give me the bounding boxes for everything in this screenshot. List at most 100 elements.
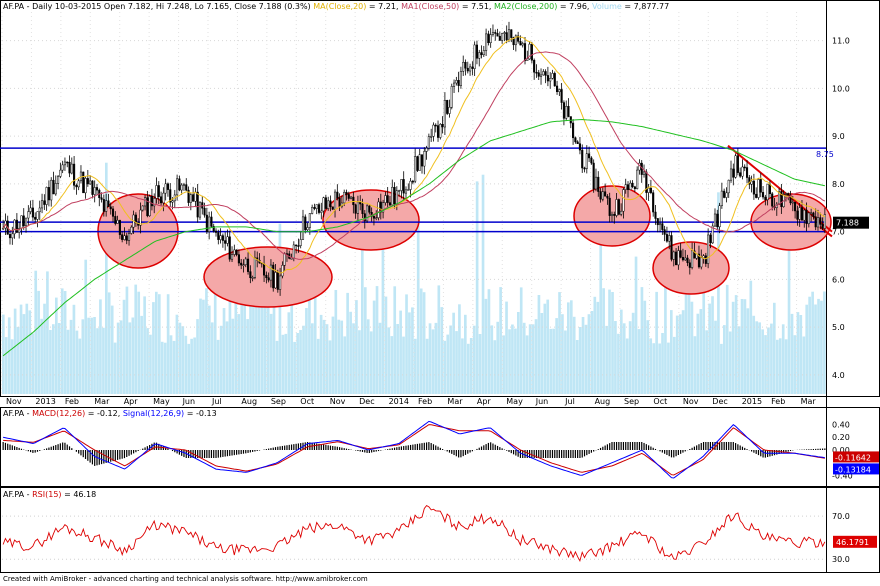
candle-body bbox=[31, 207, 34, 218]
volume-bar bbox=[16, 326, 20, 394]
candle-body bbox=[189, 194, 192, 203]
volume-bar bbox=[534, 319, 538, 394]
volume-bar bbox=[178, 322, 182, 394]
rsi-symbol: AF.PA bbox=[3, 490, 25, 499]
candle-body bbox=[821, 224, 824, 229]
volume-bar bbox=[584, 324, 588, 394]
volume-bar bbox=[811, 291, 814, 394]
volume-bar bbox=[725, 284, 729, 394]
candle-body bbox=[121, 234, 124, 240]
candle-body bbox=[617, 199, 620, 215]
candle-body bbox=[157, 185, 160, 197]
volume-bar bbox=[605, 325, 608, 394]
macd-tag-box-1 bbox=[833, 451, 879, 463]
candle-body bbox=[478, 52, 481, 59]
volume-bar bbox=[440, 307, 444, 394]
volume-bar bbox=[705, 330, 708, 394]
volume-label: Volume bbox=[592, 2, 622, 11]
candle-body bbox=[750, 180, 753, 185]
macd-symbol: AF.PA bbox=[3, 409, 25, 418]
candle-body bbox=[427, 136, 430, 149]
volume-bar bbox=[416, 215, 420, 394]
candle-body bbox=[43, 200, 46, 205]
candle-body bbox=[565, 106, 568, 119]
volume-bar bbox=[781, 324, 785, 394]
volume-bar bbox=[658, 343, 661, 394]
candle-body bbox=[471, 66, 474, 69]
volume-bar bbox=[210, 322, 214, 394]
volume-bar bbox=[517, 312, 520, 394]
candle-body bbox=[292, 244, 295, 259]
volume-bar bbox=[149, 334, 152, 394]
candle-body bbox=[313, 207, 316, 209]
volume-bar bbox=[546, 299, 550, 394]
volume-bar bbox=[107, 292, 111, 394]
volume-bar bbox=[778, 338, 782, 394]
volume-bar bbox=[731, 301, 735, 394]
volume-bar bbox=[537, 295, 541, 394]
candle-body bbox=[535, 71, 538, 74]
candle-body bbox=[2, 227, 5, 230]
macd-tag-box-2 bbox=[833, 463, 879, 475]
volume-bar bbox=[199, 298, 202, 394]
volume-bar bbox=[57, 323, 61, 394]
candle-body bbox=[768, 183, 771, 195]
candle-body bbox=[22, 215, 25, 227]
candle-body bbox=[798, 207, 801, 220]
candle-body bbox=[315, 204, 318, 209]
volume-bar bbox=[219, 325, 223, 394]
candle-body bbox=[411, 180, 414, 183]
volume-bar bbox=[387, 327, 391, 394]
candle-body bbox=[530, 43, 533, 61]
volume-bar bbox=[670, 310, 673, 394]
volume-bar bbox=[216, 339, 220, 394]
candle-body bbox=[771, 193, 774, 207]
volume-bar bbox=[372, 300, 376, 394]
candle-body bbox=[459, 71, 462, 86]
candle-body bbox=[590, 157, 593, 164]
volume-bar bbox=[787, 237, 791, 394]
candle-body bbox=[89, 180, 92, 185]
volume-bar bbox=[181, 326, 185, 394]
volume-bar bbox=[802, 336, 806, 394]
candle-body bbox=[654, 211, 657, 219]
volume-bar bbox=[349, 311, 352, 394]
candle-body bbox=[727, 179, 730, 194]
candle-body bbox=[436, 125, 440, 138]
candle-body bbox=[446, 100, 449, 114]
candle-body bbox=[182, 184, 186, 186]
volume-bar bbox=[652, 343, 656, 394]
candle-body bbox=[66, 161, 69, 164]
candle-body bbox=[588, 153, 591, 159]
candle-body bbox=[299, 239, 302, 246]
candle-body bbox=[414, 156, 417, 182]
candle-body bbox=[409, 180, 412, 190]
volume-bar bbox=[799, 315, 803, 394]
volume-bar bbox=[540, 313, 544, 394]
volume-bar bbox=[467, 343, 470, 394]
candle-body bbox=[144, 197, 147, 207]
candle-body bbox=[745, 167, 749, 178]
volume-bar bbox=[263, 304, 267, 394]
candle-body bbox=[501, 33, 504, 41]
candle-body bbox=[608, 197, 611, 216]
ma20-label: MA(Close,20) bbox=[313, 2, 367, 11]
volume-bar bbox=[649, 338, 653, 394]
candle-body bbox=[63, 161, 66, 166]
macd-panel: 0.40 0.20 0.00 -0.40 -0.11642 -0.13184 bbox=[0, 407, 880, 487]
ma20-value: = 7.21, bbox=[368, 2, 399, 11]
x-tick-label: May bbox=[153, 397, 170, 406]
volume-bar bbox=[281, 334, 285, 394]
candle-body bbox=[812, 212, 815, 217]
candle-body bbox=[759, 179, 762, 193]
rsi-label: RSI(15) bbox=[32, 490, 62, 499]
volume-bar bbox=[575, 340, 579, 394]
volume-bar bbox=[602, 288, 605, 394]
volume-bar bbox=[578, 327, 582, 394]
candle-body bbox=[185, 184, 188, 191]
candle-body bbox=[57, 176, 60, 184]
candle-body bbox=[375, 217, 378, 219]
candle-body bbox=[544, 71, 547, 76]
candle-body bbox=[127, 233, 131, 241]
volume-bar bbox=[593, 296, 597, 394]
